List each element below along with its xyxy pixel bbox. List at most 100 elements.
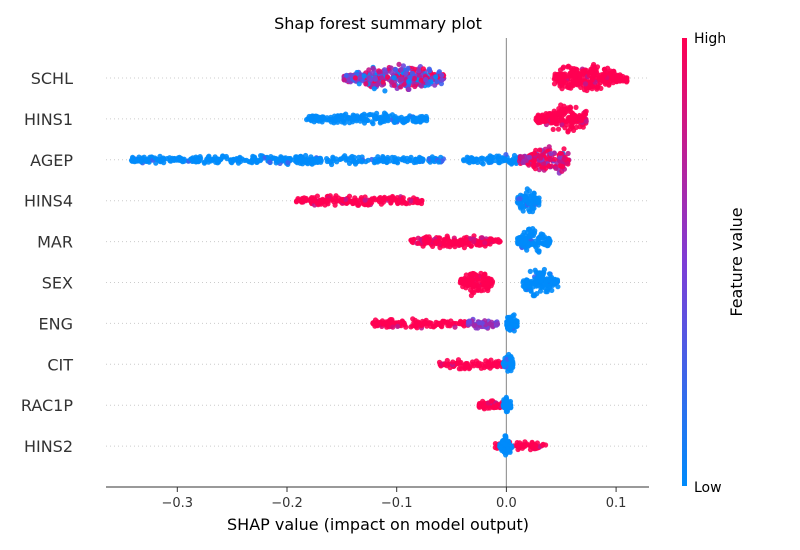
- shap-point: [581, 87, 588, 93]
- shap-point: [539, 112, 545, 118]
- shap-point: [436, 320, 442, 326]
- shap-point: [422, 236, 428, 242]
- shap-point: [389, 195, 395, 201]
- shap-point: [410, 237, 416, 243]
- shap-point: [567, 126, 574, 132]
- shap-point: [560, 64, 567, 70]
- shap-point: [491, 238, 498, 244]
- shap-point: [589, 86, 595, 92]
- shap-point: [250, 156, 256, 163]
- shap-point: [545, 236, 551, 242]
- shap-point: [406, 86, 412, 92]
- shap-point: [530, 240, 536, 246]
- shap-point: [531, 158, 537, 165]
- shap-point: [535, 248, 542, 254]
- shap-point: [402, 118, 408, 124]
- shap-point: [374, 322, 380, 328]
- shap-point: [361, 73, 367, 79]
- x-tick-label: −0.2: [271, 496, 303, 511]
- shap-point: [255, 157, 261, 163]
- shap-point: [450, 359, 456, 365]
- colorbar-low-label: Low: [694, 480, 722, 496]
- feature-label-sex: SEX: [42, 274, 73, 293]
- shap-point: [557, 71, 563, 77]
- shap-point: [450, 238, 456, 245]
- shap-point: [487, 237, 493, 243]
- shap-point: [528, 192, 534, 198]
- shap-point: [466, 281, 472, 287]
- shap-point: [294, 198, 300, 204]
- shap-point: [396, 61, 402, 67]
- shap-point: [475, 363, 481, 369]
- shap-point: [303, 152, 309, 159]
- shap-point: [494, 321, 501, 327]
- shap-point: [517, 240, 523, 246]
- shap-point: [484, 285, 491, 291]
- shap-point: [543, 289, 549, 295]
- shap-point: [561, 146, 567, 152]
- shap-point: [486, 359, 492, 365]
- shap-point: [504, 396, 510, 402]
- shap-point: [552, 156, 558, 162]
- shap-point: [444, 357, 450, 364]
- shap-point: [350, 112, 356, 118]
- shap-point: [465, 240, 471, 246]
- shap-point: [311, 160, 317, 166]
- shap-point: [526, 188, 533, 194]
- shap-point: [433, 74, 439, 80]
- shap-point: [513, 323, 519, 329]
- shap-point: [479, 235, 485, 241]
- shap-point: [350, 116, 356, 122]
- shap-point: [384, 74, 391, 80]
- shap-point: [407, 74, 413, 80]
- shap-point: [352, 75, 358, 81]
- shap-point: [408, 324, 414, 330]
- shap-point: [506, 325, 513, 331]
- shap-point: [427, 320, 433, 326]
- shap-point: [422, 116, 428, 122]
- shap-point: [258, 153, 264, 159]
- shap-point: [366, 112, 372, 118]
- shap-point: [489, 363, 495, 369]
- shap-point: [379, 75, 385, 81]
- shap-point: [341, 77, 347, 83]
- shap-point: [356, 81, 362, 87]
- shap-point: [411, 75, 417, 82]
- shap-point: [399, 76, 405, 82]
- shap-point: [501, 157, 507, 163]
- feature-label-schl: SCHL: [31, 69, 73, 88]
- shap-point: [471, 322, 477, 329]
- shap-point: [341, 154, 347, 160]
- shap-point: [539, 235, 545, 241]
- shap-point: [444, 319, 450, 326]
- shap-point: [507, 402, 513, 408]
- shap-point: [422, 319, 429, 325]
- shap-point: [338, 196, 345, 202]
- shap-point: [505, 446, 511, 452]
- shap-point: [321, 116, 327, 122]
- shap-point: [527, 268, 533, 274]
- shap-point: [567, 106, 573, 112]
- shap-point: [610, 80, 616, 86]
- shap-point: [351, 154, 357, 160]
- shap-point: [403, 71, 409, 77]
- shap-point: [377, 319, 383, 326]
- shap-point: [278, 155, 284, 162]
- shap-point: [442, 362, 448, 368]
- shap-point: [517, 196, 523, 202]
- shap-point: [480, 161, 486, 167]
- shap-point: [301, 158, 308, 164]
- shap-point: [412, 157, 419, 163]
- shap-point: [482, 240, 488, 246]
- shap-point: [141, 154, 147, 160]
- shap-point: [320, 196, 326, 202]
- shap-point: [519, 202, 525, 208]
- shap-point: [541, 270, 547, 276]
- shap-point: [502, 402, 509, 408]
- colorbar: High Low Feature value: [682, 31, 746, 496]
- shap-point: [550, 126, 556, 132]
- shap-point: [388, 69, 395, 76]
- shap-point: [467, 236, 473, 242]
- shap-point: [402, 200, 408, 206]
